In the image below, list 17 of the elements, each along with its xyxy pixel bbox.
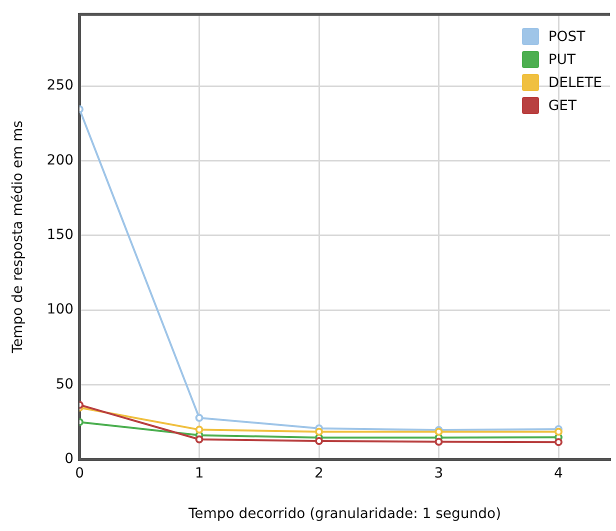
x-axis-title: Tempo decorrido (granularidade: 1 segundo): [187, 506, 502, 522]
y-tick-label: 150: [46, 227, 74, 244]
legend-label: POST: [548, 28, 586, 44]
y-tick-label: 50: [56, 376, 74, 392]
legend-label: GET: [548, 98, 577, 114]
x-tick-label: 2: [314, 465, 324, 482]
y-tick-label: 200: [46, 152, 74, 168]
x-tick-label: 4: [554, 465, 564, 482]
x-tick-label: 1: [194, 465, 204, 482]
y-axis-title: Tempo de resposta médio em ms: [10, 120, 26, 354]
x-tick-label: 3: [434, 465, 444, 482]
y-tick-label: 100: [46, 302, 74, 318]
y-tick-label: 0: [64, 451, 74, 468]
y-tick-label: 250: [46, 78, 74, 94]
legend-label: PUT: [548, 52, 576, 68]
legend-label: DELETE: [548, 74, 602, 90]
x-tick-label: 0: [75, 465, 84, 482]
